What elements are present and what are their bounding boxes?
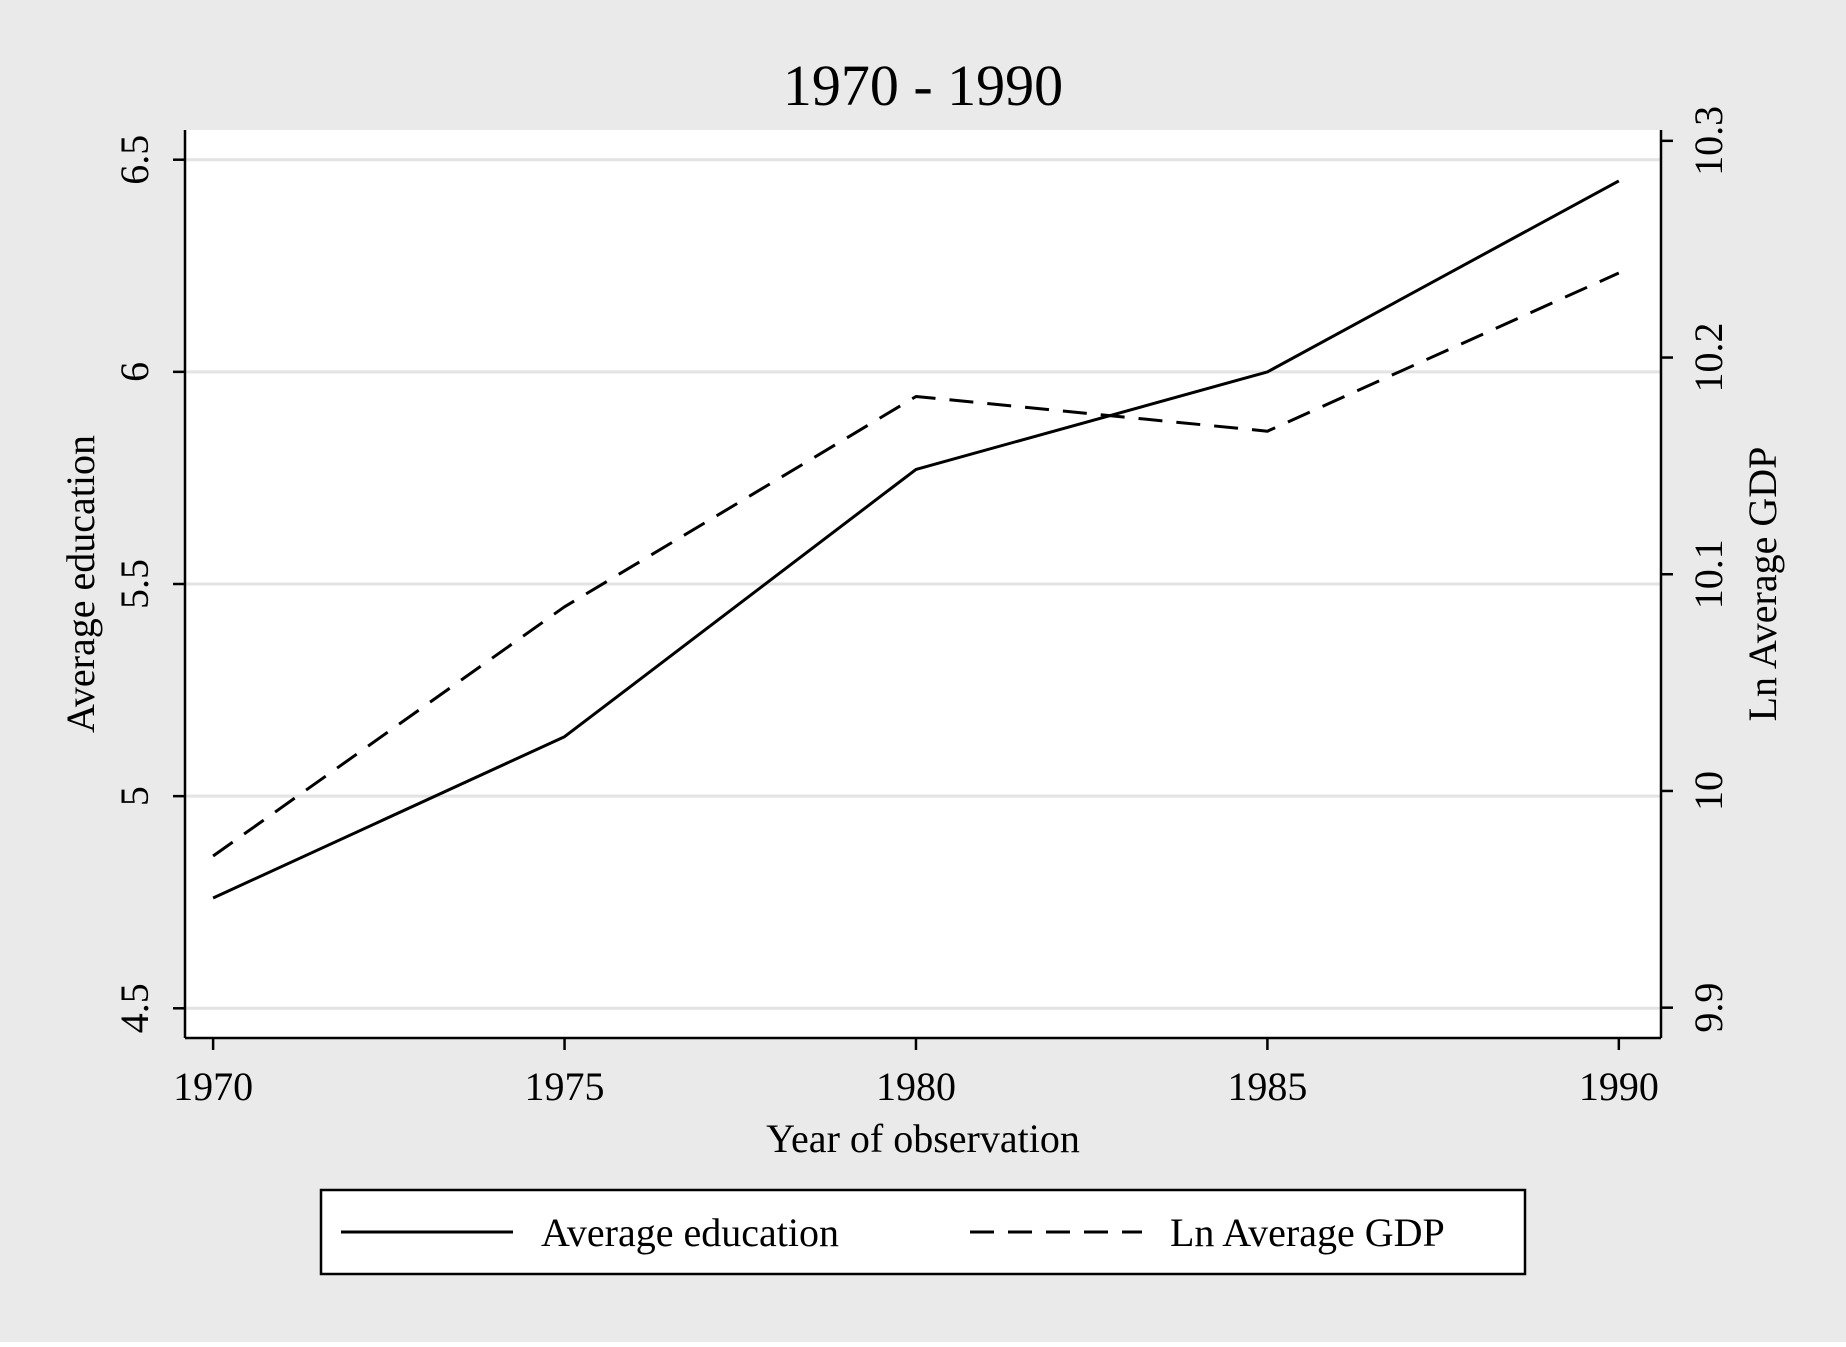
y-left-tick-label: 4.5 xyxy=(112,983,157,1033)
x-axis-label: Year of observation xyxy=(766,1116,1080,1161)
y-right-tick-label: 10.3 xyxy=(1686,106,1731,176)
chart-title: 1970 - 1990 xyxy=(783,53,1063,118)
y-axis-left-label: Average education xyxy=(58,435,103,733)
y-right-tick-label: 10.1 xyxy=(1686,539,1731,609)
legend-label-average-education: Average education xyxy=(541,1210,839,1255)
x-tick-label: 1975 xyxy=(525,1064,605,1109)
y-left-tick-label: 5 xyxy=(112,786,157,806)
series-line-average-education xyxy=(212,179,1620,900)
y-left-tick-label: 5.5 xyxy=(112,559,157,609)
x-tick-label: 1985 xyxy=(1227,1064,1307,1109)
y-right-tick-label: 10.2 xyxy=(1686,323,1731,393)
y-left-tick-label: 6.5 xyxy=(112,135,157,185)
legend-label-ln-average-gdp: Ln Average GDP xyxy=(1170,1210,1445,1255)
x-tick-label: 1980 xyxy=(876,1064,956,1109)
x-tick-label: 1990 xyxy=(1579,1064,1659,1109)
legend: Average education Ln Average GDP xyxy=(319,1188,1527,1276)
y-right-tick-label: 10 xyxy=(1686,771,1731,811)
series-lines xyxy=(212,179,1620,900)
y-axis-right-label: Ln Average GDP xyxy=(1740,447,1785,722)
legend-box xyxy=(319,1188,1527,1276)
series-line-ln-average-gdp xyxy=(212,271,1620,858)
y-left-tick-label: 6 xyxy=(112,362,157,382)
y-right-tick-label: 9.9 xyxy=(1686,983,1731,1033)
axes: 4.5 5 5.5 6 6.5 9.9 10 10.1 10.2 10.3 1970 1975 1980… xyxy=(112,106,1731,1109)
grid-lines xyxy=(185,158,1661,1010)
x-tick-label: 1970 xyxy=(173,1064,253,1109)
